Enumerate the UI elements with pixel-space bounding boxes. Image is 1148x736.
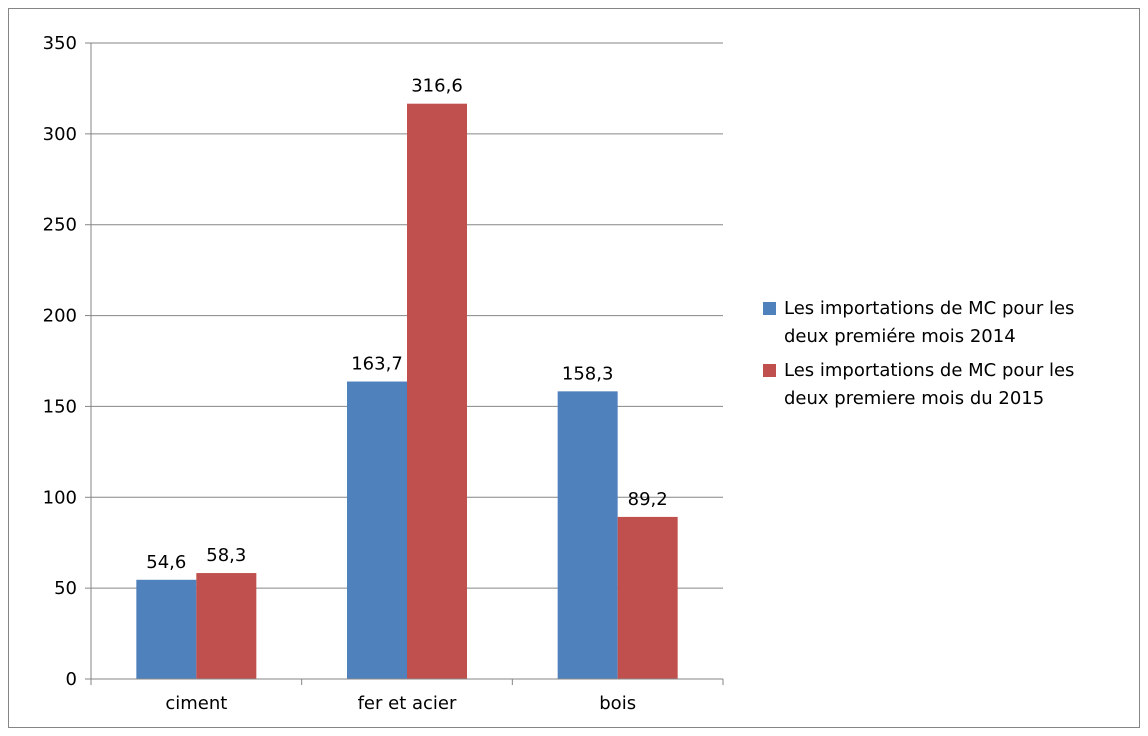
data-label: 54,6 — [146, 552, 186, 573]
legend-label: deux premiere mois du 2015 — [784, 388, 1044, 409]
bar — [407, 103, 467, 680]
data-label: 89,2 — [628, 489, 668, 510]
y-tick-label: 100 — [43, 487, 77, 508]
bar — [617, 516, 678, 679]
x-tick-label: bois — [599, 693, 636, 714]
x-tick-label: ciment — [165, 693, 227, 714]
legend-label: Les importations de MC pour les — [784, 298, 1074, 319]
x-tick-label: fer et acier — [358, 693, 457, 714]
bar — [557, 391, 618, 679]
x-axis-ticks: ciment fer et acier bois — [90, 679, 724, 714]
y-tick-label: 0 — [66, 669, 77, 690]
bar-chart: 0 50 100 150 200 250 300 350 ciment fer et acier… — [43, 33, 1075, 714]
bars — [136, 103, 678, 680]
y-tick-label: 150 — [43, 396, 77, 417]
y-tick-label: 350 — [43, 33, 77, 54]
legend: Les importations de MC pour les deux prem… — [763, 298, 1074, 409]
y-tick-label: 250 — [43, 215, 77, 236]
legend-label: deux premiére mois 2014 — [784, 326, 1016, 347]
y-tick-label: 200 — [43, 306, 77, 327]
legend-swatch — [763, 302, 776, 315]
y-axis-ticks: 0 50 100 150 200 250 300 350 — [43, 33, 91, 690]
legend-swatch — [763, 364, 776, 377]
y-tick-label: 300 — [43, 124, 77, 145]
axes — [90, 43, 723, 680]
data-label: 163,7 — [351, 354, 403, 375]
bar — [136, 579, 197, 679]
data-label: 158,3 — [562, 363, 614, 384]
bar — [347, 381, 407, 679]
y-tick-label: 50 — [54, 578, 77, 599]
data-labels: 54,6 58,3 163,7 316,6 158,3 89,2 — [146, 76, 667, 573]
chart-frame: 0 50 100 150 200 250 300 350 ciment fer et acier… — [8, 8, 1140, 728]
legend-label: Les importations de MC pour les — [784, 360, 1074, 381]
data-label: 316,6 — [411, 76, 463, 97]
bar — [196, 573, 257, 679]
data-label: 58,3 — [206, 545, 246, 566]
